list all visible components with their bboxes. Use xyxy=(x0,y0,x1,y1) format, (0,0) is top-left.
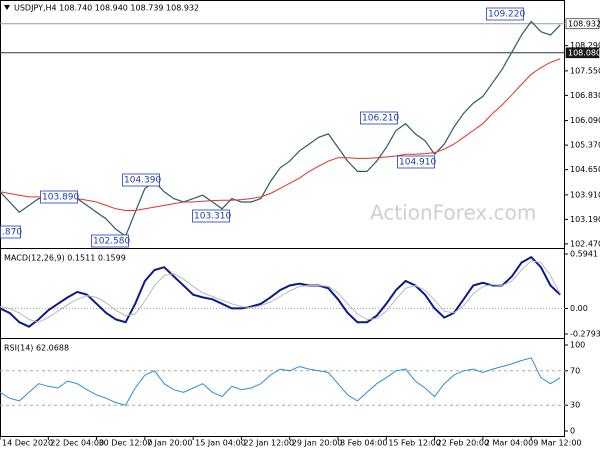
annotation-box xyxy=(486,7,524,21)
y-tick-label: 104.650 xyxy=(570,165,600,174)
x-tick-label: 29 Jan 20:00 xyxy=(292,439,343,448)
x-tick-label: 7 Jan 20:00 xyxy=(147,439,193,448)
y-tick-label: 30 xyxy=(570,401,580,410)
annotation-box xyxy=(91,234,129,248)
x-tick-label: 22 Dec 04:00 xyxy=(50,439,104,448)
x-tick-label: 15 Feb 12:00 xyxy=(388,439,440,448)
y-tick-label: 105.370 xyxy=(570,141,600,150)
macd-title: MACD(12,26,9) 0.1511 0.1599 xyxy=(4,254,126,263)
annotation-box xyxy=(40,190,78,204)
x-tick-label: 2 Mar 04:00 xyxy=(485,439,533,448)
annotation: 102.580 xyxy=(93,237,130,247)
annotation: 103.890 xyxy=(42,193,79,203)
annotation-box xyxy=(397,155,435,169)
y-tick-label: 70 xyxy=(570,366,580,375)
series-line xyxy=(0,255,561,328)
annotation-box xyxy=(192,209,230,223)
y-tick-label: 103.910 xyxy=(570,190,600,199)
y-tick-label: 0 xyxy=(570,427,575,436)
y-tick-label: 107.550 xyxy=(570,66,600,75)
level-label: 108.932 xyxy=(568,19,600,28)
y-tick-label: 106.830 xyxy=(570,91,600,100)
x-tick-label: 14 Dec 2020 xyxy=(2,439,53,448)
series-line xyxy=(0,260,561,323)
x-tick-label: 22 Jan 12:00 xyxy=(243,439,294,448)
x-tick-label: 30 Dec 12:00 xyxy=(99,439,153,448)
series-line xyxy=(0,58,561,211)
x-tick-label: 22 Feb 20:00 xyxy=(437,439,489,448)
series-line xyxy=(0,20,561,238)
x-tick-label: 15 Jan 04:00 xyxy=(195,439,246,448)
annotation: 103.310 xyxy=(194,212,231,222)
chart-title: USDJPY,H4 108.740 108.940 108.739 108.93… xyxy=(14,4,199,13)
x-tick-label: 9 Mar 12:00 xyxy=(533,439,581,448)
annotation: 109.220 xyxy=(488,10,525,20)
y-tick-label: 0.5941 xyxy=(570,250,598,259)
y-tick-label: -0.2793 xyxy=(570,329,600,338)
y-tick-label: 0.00 xyxy=(570,304,588,313)
y-tick-label: 103.190 xyxy=(570,215,600,224)
level-box xyxy=(565,18,600,30)
annotation: 104.910 xyxy=(399,158,436,168)
level-box xyxy=(565,47,600,59)
watermark: ActionForex.com xyxy=(370,201,536,225)
y-tick-label: 108.290 xyxy=(570,41,600,50)
x-tick-label: 8 Feb 04:00 xyxy=(340,439,387,448)
y-tick-label: 106.090 xyxy=(570,116,600,125)
rsi-title: RSI(14) 62.0688 xyxy=(4,344,69,353)
y-tick-label: 100 xyxy=(570,340,585,349)
y-tick-label: 102.470 xyxy=(570,239,600,248)
menu-arrow xyxy=(4,5,10,10)
annotation-box xyxy=(0,225,21,239)
annotation: 106.210 xyxy=(362,114,399,124)
annotation-box xyxy=(122,173,160,187)
frame xyxy=(0,0,565,437)
annotation-box xyxy=(360,111,398,125)
series-line xyxy=(0,357,561,406)
annotation: 104.390 xyxy=(124,176,161,186)
annotation: .870 xyxy=(2,228,22,238)
level-label: 108.080 xyxy=(568,48,600,57)
